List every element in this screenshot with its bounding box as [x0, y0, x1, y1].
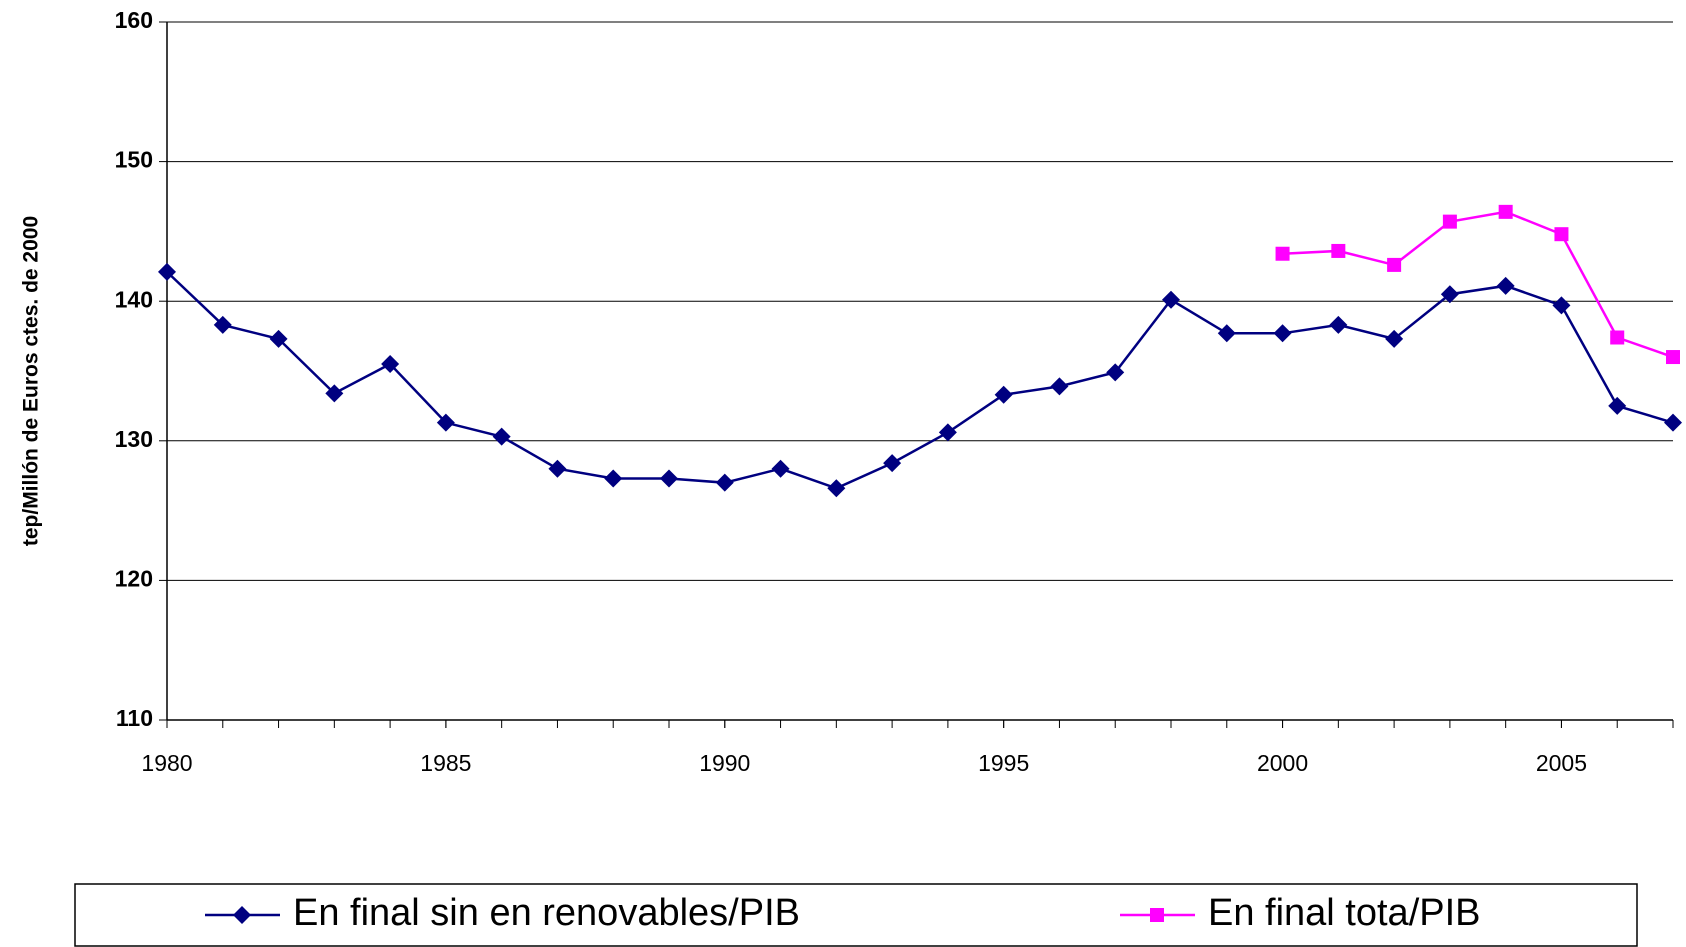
data-point	[213, 315, 232, 334]
y-tick-label: 160	[115, 7, 153, 33]
legend-marker	[1150, 908, 1164, 922]
data-point	[1331, 243, 1346, 258]
data-point	[1554, 227, 1569, 242]
data-point	[715, 473, 734, 492]
data-point	[1608, 396, 1627, 415]
y-tick-label: 130	[115, 426, 153, 452]
legend-label: En final sin en renovables/PIB	[293, 892, 800, 934]
data-point	[1329, 315, 1348, 334]
data-point	[1162, 290, 1180, 309]
data-point	[548, 459, 567, 478]
legend-box	[74, 883, 1638, 947]
x-tick-label: 1980	[141, 750, 192, 776]
y-tick-label: 140	[115, 286, 153, 312]
data-point	[1496, 276, 1515, 295]
y-axis-label: tep/Millón de Euros ctes. de 2000	[20, 216, 43, 546]
data-point	[269, 329, 288, 348]
series-line	[1282, 210, 1674, 359]
data-point	[1552, 296, 1571, 315]
data-point	[994, 385, 1013, 404]
data-point	[436, 413, 455, 432]
y-tick-label: 110	[116, 705, 153, 731]
data-point	[771, 459, 790, 478]
data-point	[1273, 324, 1292, 343]
data-point	[325, 384, 344, 403]
data-point	[1387, 257, 1402, 272]
data-point	[381, 355, 400, 374]
data-point	[1442, 214, 1457, 229]
x-tick-label: 1995	[978, 750, 1029, 776]
data-point	[1050, 377, 1069, 396]
data-point	[1498, 204, 1513, 219]
legend-marker	[233, 906, 251, 924]
series-line	[166, 270, 1674, 490]
x-tick-label: 2005	[1536, 750, 1587, 776]
data-point	[883, 454, 902, 473]
data-point	[827, 479, 846, 498]
x-tick-label: 1985	[420, 750, 471, 776]
data-point	[660, 469, 678, 488]
data-point	[1610, 330, 1625, 345]
data-point	[938, 423, 957, 442]
data-point	[1217, 324, 1236, 343]
data-point	[1440, 285, 1459, 304]
data-point	[1275, 246, 1290, 261]
y-tick-label: 150	[115, 147, 153, 173]
y-tick-label: 120	[115, 565, 153, 591]
data-point	[1385, 329, 1404, 348]
data-point	[492, 427, 511, 446]
x-tick-label: 2000	[1257, 750, 1308, 776]
data-point	[1666, 350, 1680, 365]
legend-label: En final tota/PIB	[1208, 892, 1481, 934]
data-point	[158, 262, 176, 281]
x-tick-label: 1990	[699, 750, 750, 776]
data-point	[604, 469, 623, 488]
data-point	[1664, 413, 1682, 432]
data-point	[1106, 363, 1125, 382]
